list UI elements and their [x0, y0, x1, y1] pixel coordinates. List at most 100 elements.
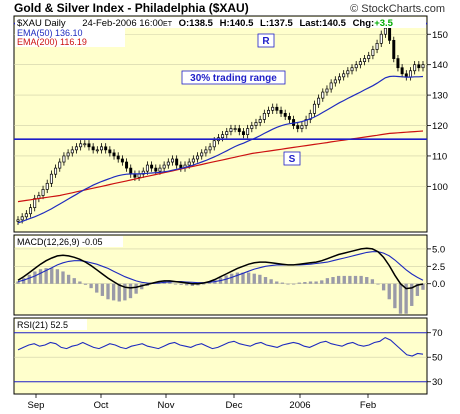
candle-body — [120, 158, 124, 163]
candle-body — [338, 76, 341, 81]
rsi-tick-label: 30 — [432, 377, 443, 388]
candle-body — [95, 149, 99, 152]
candle-body — [325, 88, 329, 93]
candle-body — [170, 158, 174, 163]
price-tick-label: 130 — [432, 91, 448, 102]
rsi-axis: 70 50 30 — [427, 328, 443, 388]
label-s-box — [283, 151, 301, 166]
candle-body — [404, 73, 408, 78]
price-tick-label: 120 — [432, 121, 448, 132]
macd-hist-bar — [331, 277, 335, 284]
candle-body — [250, 125, 254, 129]
macd-hist-bar — [252, 273, 256, 284]
macd-hist-bar — [246, 272, 251, 284]
candle-body — [262, 113, 266, 120]
candle-body — [83, 143, 87, 146]
macd-hist-bar — [387, 283, 391, 300]
candle-body — [275, 106, 279, 111]
candle-body — [229, 128, 233, 132]
macd-label: MACD(12,26,9) -0.05 — [17, 237, 103, 247]
macd-hist-bar — [280, 282, 285, 284]
candle-body — [400, 67, 404, 75]
macd-hist-bar — [55, 269, 60, 284]
candle-body — [108, 149, 112, 154]
candle-body — [279, 109, 283, 114]
candle-body — [379, 33, 383, 44]
macd-hist-bar — [123, 283, 127, 301]
candle-body — [145, 164, 149, 172]
candle-body — [196, 155, 200, 160]
rsi-tick-label: 70 — [432, 328, 443, 339]
macd-hist-bar — [173, 283, 178, 285]
chart-title: Gold & Silver Index - Philadelphia ($XAU… — [14, 1, 249, 15]
rsi-label: RSI(21) 52.5 — [17, 320, 68, 330]
macd-hist-bar — [303, 282, 307, 284]
macd-hist-bar — [410, 283, 414, 306]
macd-hist-bar — [286, 283, 290, 285]
candle-body — [24, 213, 28, 218]
legend-box — [15, 28, 125, 47]
macd-hist-bar — [320, 280, 324, 284]
candle-body — [317, 97, 321, 105]
price-tick-label: 110 — [432, 151, 447, 162]
candle-body — [100, 146, 103, 151]
label-s: S — [289, 154, 296, 165]
legend-ema200: EMA(200) 116.19 — [17, 37, 87, 47]
candle-body — [104, 146, 108, 151]
ema50-line — [17, 75, 424, 224]
macd-hist-bar — [258, 274, 262, 284]
macd-hist-bar — [168, 282, 172, 284]
candle-body — [16, 219, 20, 222]
macd-hist-bar — [111, 283, 116, 301]
macd-hist-bar — [128, 283, 133, 299]
header-tz: ET — [163, 21, 173, 28]
candle-body — [413, 64, 417, 72]
legend-ema50: EMA(50) 136.10 — [17, 28, 83, 38]
macd-hist-bar — [196, 283, 200, 286]
macd-hist-bar — [376, 283, 380, 285]
candle-body — [417, 64, 421, 69]
macd-hist-bar — [235, 272, 240, 284]
annotation-text: 30% trading range — [190, 73, 277, 84]
candle-body — [79, 143, 83, 148]
macd-hist-bar — [263, 277, 268, 284]
macd-hist-bar — [325, 278, 330, 284]
macd-hist-bar — [421, 283, 425, 290]
x-tick-label: Sep — [28, 400, 45, 411]
candle-body — [66, 152, 70, 157]
macd-line — [17, 247, 424, 290]
macd-hist-bar — [241, 272, 245, 284]
candle-body — [212, 140, 216, 148]
candle-body — [383, 27, 387, 35]
candle-body — [204, 149, 208, 154]
header-chg-value: +3.5 — [374, 18, 393, 29]
candle-body — [166, 161, 170, 166]
header-symbol: $XAU Daily — [17, 18, 66, 29]
macd-tick-label: 5.0 — [432, 244, 445, 255]
header-low: L:137.5 — [260, 18, 293, 29]
macd-hist-bar — [336, 275, 341, 284]
macd-hist-bar — [291, 283, 296, 285]
macd-hist-bar — [44, 268, 48, 284]
macd-hist-bar — [201, 283, 206, 285]
x-tick-label: Dec — [226, 400, 243, 411]
price-tick-label: 140 — [432, 60, 448, 71]
candle-body — [358, 61, 362, 66]
candle-body — [267, 109, 271, 114]
macd-hist-bar — [381, 283, 386, 291]
candle-body — [133, 173, 137, 178]
macd-hist-bar — [27, 274, 31, 284]
candle-body — [254, 122, 258, 126]
macd-hist-bar — [359, 275, 363, 284]
header-high: H:140.5 — [220, 18, 255, 29]
macd-hist-bar — [190, 283, 195, 286]
price-axis: 100 110 120 130 140 150 — [427, 30, 448, 193]
price-panel — [13, 15, 428, 233]
rsi-line — [17, 336, 424, 357]
candle-body — [125, 161, 129, 169]
price-tick-label: 100 — [432, 182, 448, 193]
macd-hist-bar — [134, 283, 138, 294]
candle-body — [33, 198, 37, 209]
macd-hist-bar — [370, 279, 375, 284]
macd-hist-bar — [314, 281, 318, 284]
